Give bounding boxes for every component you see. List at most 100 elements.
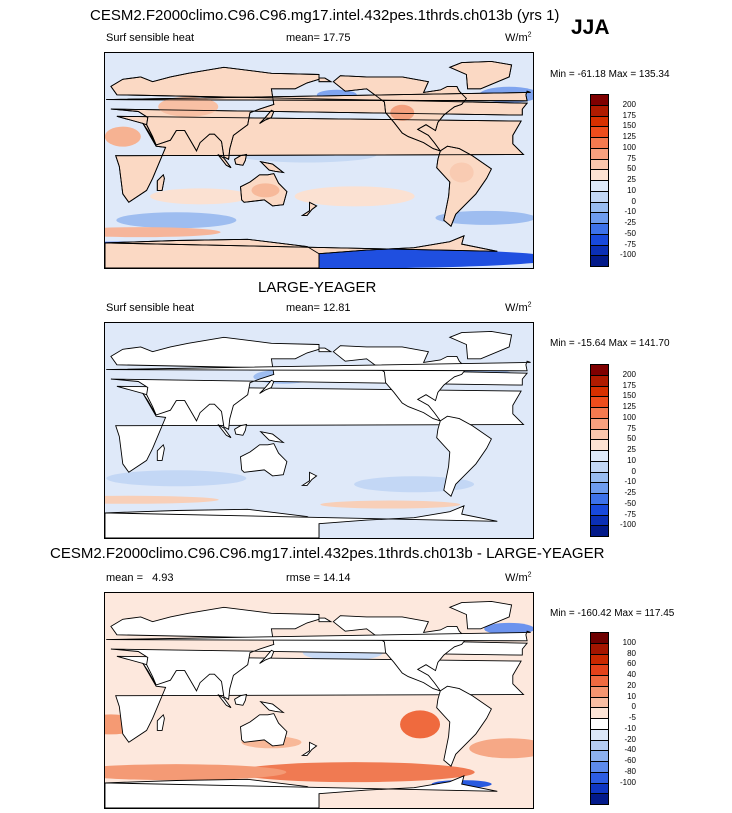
land-warm-anomaly [105, 126, 141, 147]
panel-2-mean-label: mean= [286, 302, 320, 314]
field-anomaly [469, 738, 533, 759]
colorbar-cell [590, 525, 609, 537]
continent-australia [240, 443, 288, 477]
panel-3-mean-value: 4.93 [152, 572, 174, 584]
panel-1-title: CESM2.F2000climo.C96.C96.mg17.intel.432p… [90, 7, 560, 24]
continent-chukotka [318, 347, 333, 353]
continent-chukotka [318, 617, 333, 623]
colorbar-tick-label: 150 [622, 121, 636, 131]
panel-1-range: Min = -61.18 Max = 135.34 [550, 69, 670, 80]
panel-3-units-exp: 2 [527, 571, 532, 579]
panel-3-colorbar: 100 80 60 40 20 10 0 -5 -10 -20 -40 -60 -80 -100 [590, 632, 640, 805]
colorbar-tick-label: 175 [622, 110, 636, 120]
panel-2-title: LARGE-YEAGER [258, 279, 377, 296]
continent-antarctica_w [105, 775, 498, 808]
colorbar-tick-label: 175 [622, 380, 636, 390]
continent-borneo [234, 693, 248, 706]
colorbar-tick-label: -75 [624, 509, 636, 519]
colorbar-tick-label: -5 [628, 713, 636, 722]
panel-1-map [104, 52, 534, 269]
coastline-sumatra [217, 154, 232, 169]
colorbar-tick-label: 200 [622, 99, 636, 109]
coastline-africa [115, 115, 525, 203]
continent-antarctica_w [105, 505, 498, 538]
colorbar-tick-label: -10 [624, 477, 636, 487]
panel-2-colorbar: 200 175 150 125 100 75 50 25 10 0 -10 -25 -50 -75 -100 [590, 364, 640, 537]
continent-borneo [234, 423, 248, 436]
continent-japan [259, 649, 275, 664]
colorbar-tick-label: 0 [631, 196, 636, 206]
colorbar-tick-label: 200 [622, 369, 636, 379]
coastline-nz [300, 201, 318, 216]
colorbar-tick-label: 10 [627, 185, 636, 195]
field-anomaly [294, 186, 415, 207]
colorbar-tick-label: -10 [624, 207, 636, 217]
continent-australia [240, 713, 288, 747]
continent-uk [106, 630, 531, 642]
continent-newguinea [259, 430, 285, 444]
panel-1-colorbar: 200 175 150 125 100 75 50 25 10 0 -10 -25 -50 -75 -100 [590, 94, 640, 267]
season-label: JJA [571, 16, 610, 39]
field-anomaly [105, 495, 219, 504]
panel-3-rmse-label: rmse = [286, 572, 320, 584]
continent-eurasia [110, 606, 529, 700]
panel-2-mean: mean= 12.81 [286, 302, 351, 314]
field-anomaly [234, 762, 475, 783]
colorbar-tick-label: 80 [627, 648, 636, 658]
panel-1-mean: mean= 17.75 [286, 32, 351, 44]
field-anomaly [435, 210, 533, 225]
field-anomaly [320, 500, 461, 509]
panel-2-units-exp: 2 [527, 301, 532, 309]
colorbar-tick-label: -50 [624, 498, 636, 508]
continent-sumatra [217, 424, 232, 439]
land-warm-anomaly [390, 104, 415, 121]
panel-2-range: Min = -15.64 Max = 141.70 [550, 338, 670, 349]
panel-2-units-base: W/m [505, 302, 528, 314]
colorbar-tick-label: 10 [627, 691, 636, 701]
panel-3-mean-label: mean = [106, 572, 143, 584]
coastline-chukotka [318, 77, 333, 83]
colorbar-tick-label: 0 [631, 702, 636, 712]
colorbar-tick-label: 50 [627, 164, 636, 174]
colorbar-tick-label: -75 [624, 239, 636, 249]
field-anomaly [150, 188, 251, 205]
colorbar-tick-label: 75 [627, 153, 636, 163]
field-anomaly [105, 764, 287, 781]
coastline-namerica [332, 75, 467, 152]
panel-3-units-base: W/m [505, 572, 528, 584]
panel-1-units-base: W/m [505, 32, 528, 44]
colorbar-tick-label: 25 [627, 445, 636, 454]
panel-3-rmse: rmse = 14.14 [286, 572, 351, 584]
continent-sumatra [217, 694, 232, 709]
field-anomaly [116, 212, 237, 229]
colorbar-tick-label: -10 [624, 723, 636, 733]
coastline-uk [106, 90, 531, 102]
colorbar-tick-label: 50 [627, 434, 636, 444]
land-warm-anomaly [158, 96, 219, 117]
colorbar-tick-label: 60 [627, 659, 636, 669]
continent-arabia_link [141, 392, 157, 416]
colorbar-tick-label: -100 [619, 250, 636, 260]
continent-uk [106, 360, 531, 372]
land-warm-anomaly [251, 183, 280, 198]
colorbar-tick-label: 25 [627, 175, 636, 184]
coastline-borneo [234, 153, 248, 166]
coastline-arabia_link [141, 122, 157, 146]
panel-3-mean: mean = 4.93 [106, 572, 173, 584]
panel-2-variable: Surf sensible heat [106, 302, 195, 314]
continent-samerica [436, 415, 492, 497]
panel-3-rmse-value: 14.14 [323, 572, 351, 584]
colorbar-tick-label: 100 [622, 142, 636, 152]
panel-2-units: W/m2 [505, 301, 532, 314]
continent-eurasia [110, 336, 529, 430]
colorbar-tick-label: -25 [624, 218, 636, 227]
coastline-eurasia [110, 66, 529, 160]
continent-nz [300, 741, 318, 756]
colorbar-tick-label: 20 [627, 680, 636, 690]
colorbar-tick-label: -40 [624, 745, 636, 755]
coastline-antarctica_w [105, 235, 498, 268]
field-anomaly [106, 470, 247, 487]
field-anomaly [400, 710, 441, 739]
continent-nz [300, 471, 318, 486]
panel-1-units-exp: 2 [527, 31, 532, 39]
